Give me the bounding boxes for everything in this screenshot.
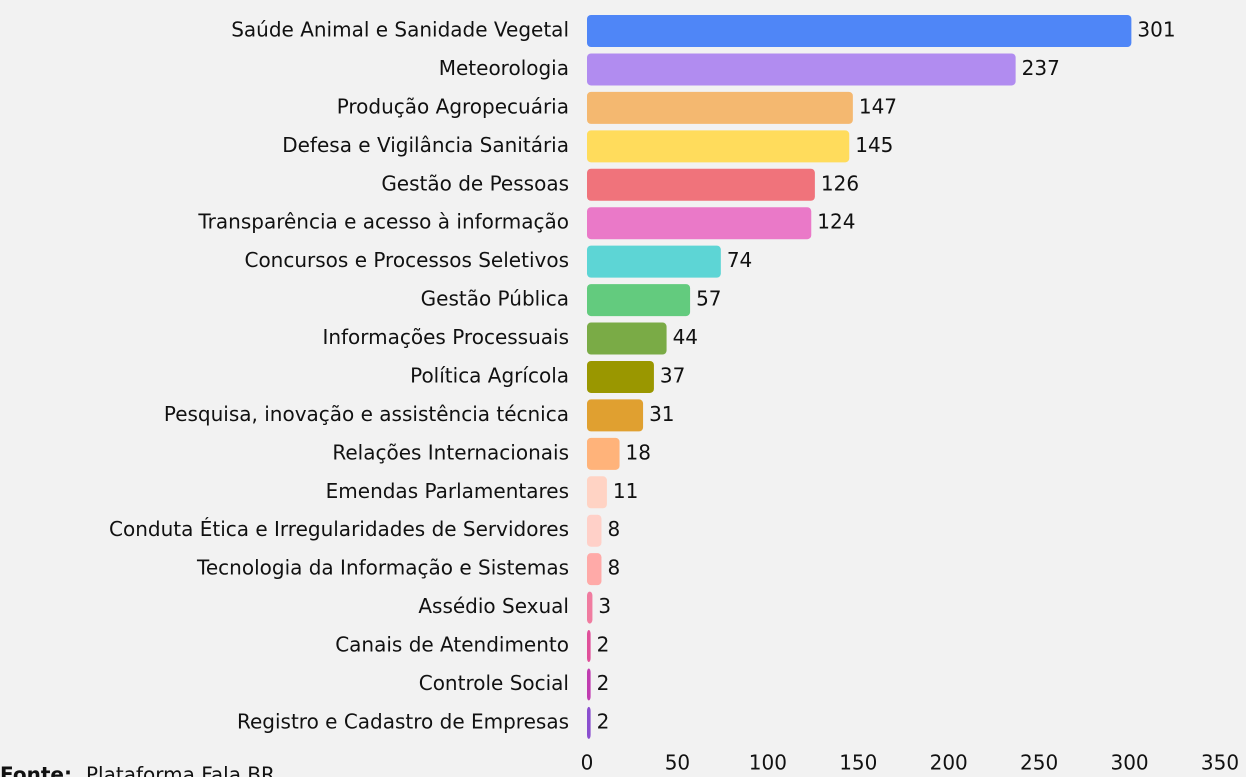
value-label: 147 [859, 94, 897, 118]
bar [587, 245, 721, 278]
x-tick-label: 0 [581, 751, 594, 775]
value-label: 2 [597, 709, 610, 733]
y-tick-label: Meteorologia [439, 56, 569, 80]
y-tick-label: Defesa e Vigilância Sanitária [282, 133, 569, 157]
y-tick-label: Pesquisa, inovação e assistência técnica [164, 402, 569, 426]
x-tick-label: 50 [665, 751, 690, 775]
value-label: 3 [598, 594, 611, 618]
value-label: 2 [597, 633, 610, 657]
bar [587, 706, 591, 739]
y-tick-label: Transparência e acesso à informação [197, 210, 569, 234]
value-label: 145 [855, 133, 893, 157]
bar [587, 53, 1016, 86]
y-tick-label: Assédio Sexual [418, 594, 569, 618]
value-label: 237 [1022, 56, 1060, 80]
x-tick-label: 100 [749, 751, 787, 775]
x-tick-label: 200 [930, 751, 968, 775]
source: Plataforma Fala.BR [86, 763, 275, 777]
y-tick-label: Relações Internacionais [332, 440, 569, 464]
value-label: 57 [696, 287, 721, 311]
value-label: 124 [817, 210, 855, 234]
y-tick-label: Canais de Atendimento [335, 633, 569, 657]
y-tick-label: Política Agrícola [410, 363, 569, 387]
value-label: 74 [727, 248, 752, 272]
bar [587, 168, 815, 201]
x-tick-label: 150 [839, 751, 877, 775]
y-tick-label: Emendas Parlamentares [326, 479, 569, 503]
x-tick-label: 300 [1110, 751, 1148, 775]
bar [587, 207, 812, 240]
y-tick-label: Gestão de Pessoas [381, 171, 569, 195]
bar [587, 399, 644, 432]
bar [587, 284, 691, 317]
bar [587, 553, 602, 586]
value-label: 301 [1137, 18, 1175, 42]
bar [587, 437, 620, 470]
value-label: 31 [649, 402, 674, 426]
x-tick-label: 350 [1201, 751, 1239, 775]
value-label: 8 [607, 556, 620, 580]
y-tick-label: Tecnologia da Informação e Sistemas [196, 556, 569, 580]
value-label: 8 [607, 517, 620, 541]
value-label: 37 [660, 363, 685, 387]
bar [587, 476, 607, 509]
x-tick-label: 250 [1020, 751, 1058, 775]
value-label: 18 [626, 440, 651, 464]
y-tick-label: Gestão Pública [421, 287, 569, 311]
value-label: 126 [821, 171, 859, 195]
bar [587, 630, 591, 663]
value-label: 2 [597, 671, 610, 695]
y-tick-label: Produção Agropecuária [337, 94, 569, 118]
bar [587, 91, 853, 124]
bar [587, 591, 593, 624]
y-tick-label: Informações Processuais [322, 325, 569, 349]
y-tick-label: Controle Social [419, 671, 569, 695]
value-label: 44 [673, 325, 698, 349]
source-label: Fonte: [0, 763, 72, 777]
bar [587, 668, 591, 701]
bar [587, 15, 1132, 47]
value-label: 11 [613, 479, 638, 503]
y-tick-label: Registro e Cadastro de Empresas [237, 709, 569, 733]
bar [587, 360, 654, 393]
bar [587, 514, 602, 547]
y-tick-label: Conduta Ética e Irregularidades de Servi… [109, 517, 569, 541]
bar [587, 130, 850, 163]
bar [587, 322, 667, 355]
y-tick-label: Concursos e Processos Seletivos [244, 248, 569, 272]
y-tick-label: Saúde Animal e Sanidade Vegetal [231, 18, 569, 42]
